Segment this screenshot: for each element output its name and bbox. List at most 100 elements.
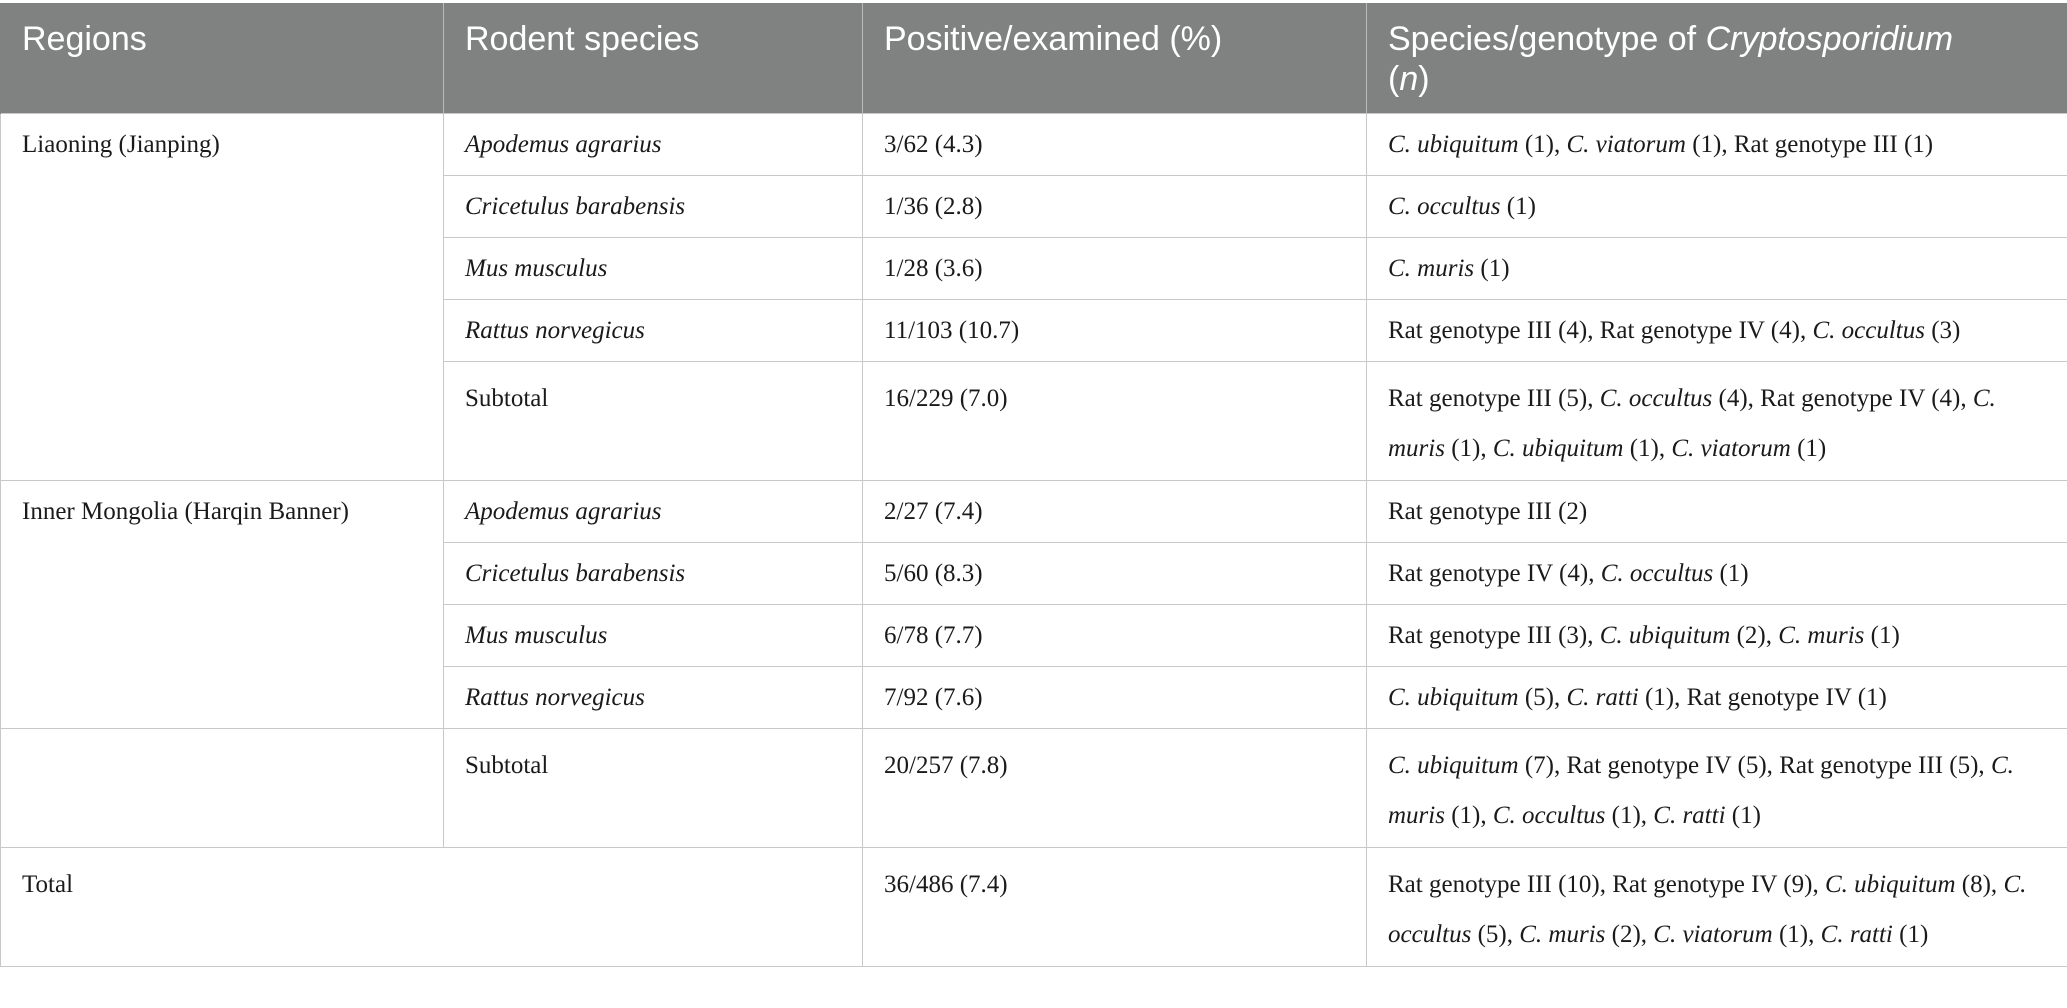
genotype-name: Rat genotype IV	[1760, 384, 1925, 412]
genotype-count: (8),	[1955, 870, 2004, 898]
genotype-name: Rat genotype III	[1733, 130, 1898, 158]
positive-cell: 1/36 (2.8)	[862, 174, 1367, 238]
genotype-name: Rat genotype III	[1388, 497, 1552, 525]
genotype-name: C. occultus	[1492, 801, 1606, 829]
genotype-cell: C. ubiquitum (7), Rat genotype IV (5), R…	[1366, 727, 2067, 848]
header-genotype-n: n	[1399, 60, 1419, 98]
genotype-name: C. ratti	[1566, 683, 1639, 711]
genotype-name: Rat genotype IV	[1566, 751, 1732, 779]
positive-cell: 16/229 (7.0)	[862, 360, 1367, 481]
total-row: Total 36/486 (7.4) Rat genotype III (10)…	[0, 846, 2067, 967]
genotype-count: (1)	[1713, 559, 1749, 587]
species-cell: Apodemus agrarius	[443, 112, 863, 176]
species-cell: Rattus norvegicus	[443, 665, 863, 729]
species-cell: Mus musculus	[443, 603, 863, 667]
genotype-name: Rat genotype IV	[1388, 559, 1553, 587]
table-row: Rattus norvegicus 11/103 (10.7) Rat geno…	[1, 298, 2067, 362]
positive-cell: 1/28 (3.6)	[862, 236, 1367, 300]
table-row: Cricetulus barabensis 1/36 (2.8) C. occu…	[1, 174, 2067, 238]
species-cell: Rattus norvegicus	[443, 298, 863, 362]
genotype-count: (7),	[1518, 751, 1567, 779]
genotype-name: Rat genotype III	[1779, 751, 1944, 779]
genotype-count: (1)	[1864, 621, 1900, 649]
header-genotype-open: (	[1388, 60, 1400, 98]
table-header: Regions Rodent species Positive/examined…	[0, 3, 2067, 113]
genotype-count: (3),	[1551, 621, 1600, 649]
genotype-name: Rat genotype III	[1388, 316, 1552, 344]
genotype-count: (5),	[1471, 920, 1520, 948]
header-genotype-genus: Cryptosporidium	[1705, 20, 1954, 58]
genotype-name: C. viatorum	[1566, 130, 1686, 158]
positive-cell: 7/92 (7.6)	[862, 665, 1367, 729]
genotype-count: (3)	[1924, 316, 1961, 344]
genotype-cell: C. ubiquitum (1), C. viatorum (1), Rat g…	[1366, 112, 2067, 176]
genotype-name: C. ubiquitum	[1492, 434, 1624, 462]
table-row: Mus musculus 1/28 (3.6) C. muris (1)	[1, 236, 2067, 300]
table-row: Rattus norvegicus 7/92 (7.6) C. ubiquitu…	[1, 665, 2067, 729]
genotype-cell: Rat genotype III (2)	[1366, 479, 2067, 543]
region-cell: Liaoning (Jianping)	[0, 112, 444, 481]
genotype-count: (5),	[1551, 384, 1600, 412]
region-cell	[0, 727, 444, 848]
genotype-count: (1),	[1605, 801, 1654, 829]
genotype-count: (5),	[1518, 683, 1567, 711]
genotype-name: C. ubiquitum	[1824, 870, 1956, 898]
genotype-count: (4),	[1764, 316, 1813, 344]
genotype-name: C. occultus	[1599, 384, 1713, 412]
positive-cell: 2/27 (7.4)	[862, 479, 1367, 543]
genotype-count: (1)	[1725, 801, 1761, 829]
genotype-count: (4),	[1924, 384, 1973, 412]
genotype-count: (1)	[1474, 254, 1510, 282]
table-row: Subtotal 16/229 (7.0) Rat genotype III (…	[1, 360, 2067, 481]
header-rodent-species: Rodent species	[443, 3, 863, 113]
genotype-cell: C. occultus (1)	[1366, 174, 2067, 238]
genotype-cell: Rat genotype III (5), C. occultus (4), R…	[1366, 360, 2067, 481]
genotype-count: (1),	[1444, 801, 1493, 829]
genotype-name: C. muris	[1388, 254, 1475, 282]
species-cell: Cricetulus barabensis	[443, 174, 863, 238]
positive-cell: 6/78 (7.7)	[862, 603, 1367, 667]
genotype-count: (1)	[1500, 192, 1536, 220]
genotype-cell: C. ubiquitum (5), C. ratti (1), Rat geno…	[1366, 665, 2067, 729]
table-body: Liaoning (Jianping) Apodemus agrarius 3/…	[0, 112, 2067, 967]
genotype-count: (10),	[1551, 870, 1613, 898]
genotype-count: (1)	[1851, 683, 1887, 711]
genotype-count: (1)	[1892, 920, 1929, 948]
genotype-count: (1)	[1790, 434, 1827, 462]
genotype-count: (5),	[1943, 751, 1991, 779]
genotype-count: (1)	[1897, 130, 1934, 158]
genotype-name: C. ubiquitum	[1388, 683, 1519, 711]
genotype-count: (2),	[1730, 621, 1779, 649]
genotype-name: C. occultus	[1600, 559, 1714, 587]
table-row: Inner Mongolia (Harqin Banner) Apodemus …	[0, 479, 2067, 729]
genotype-name: C. ubiquitum	[1388, 751, 1519, 779]
positive-cell: 3/62 (4.3)	[862, 112, 1367, 176]
region-cell: Inner Mongolia (Harqin Banner)	[0, 479, 444, 729]
genotype-count: (5),	[1731, 751, 1780, 779]
species-cell: Cricetulus barabensis	[443, 541, 863, 605]
genotype-name: C. viatorum	[1671, 434, 1791, 462]
genotype-name: C. muris	[1778, 621, 1865, 649]
header-positive-examined: Positive/examined (%)	[862, 3, 1367, 113]
positive-cell: 5/60 (8.3)	[862, 541, 1367, 605]
genotype-name: Rat genotype IV	[1599, 316, 1765, 344]
species-cell: Apodemus agrarius	[443, 479, 863, 543]
genotype-count: (2)	[1551, 497, 1588, 525]
genotype-name: Rat genotype III	[1388, 621, 1552, 649]
genotype-name: Rat genotype III	[1388, 870, 1552, 898]
header-row: Regions Rodent species Positive/examined…	[0, 3, 2067, 113]
subtotal-label-cell: Subtotal	[443, 727, 863, 848]
genotype-count: (1),	[1444, 434, 1493, 462]
positive-cell: 20/257 (7.8)	[862, 727, 1367, 848]
genotype-name: C. ubiquitum	[1599, 621, 1731, 649]
genotype-count: (4),	[1551, 316, 1600, 344]
genotype-name: C. occultus	[1388, 870, 2027, 948]
header-genotype-prefix: Species/genotype of	[1388, 20, 1706, 58]
total-genotype-cell: Rat genotype III (10), Rat genotype IV (…	[1366, 846, 2067, 967]
genotype-count: (1),	[1623, 434, 1672, 462]
genotype-count: (2),	[1605, 920, 1654, 948]
genotype-name: C. muris	[1519, 920, 1606, 948]
genotype-count: (1),	[1772, 920, 1821, 948]
genotype-name: C. viatorum	[1653, 920, 1773, 948]
genotype-name: C. ratti	[1653, 801, 1726, 829]
